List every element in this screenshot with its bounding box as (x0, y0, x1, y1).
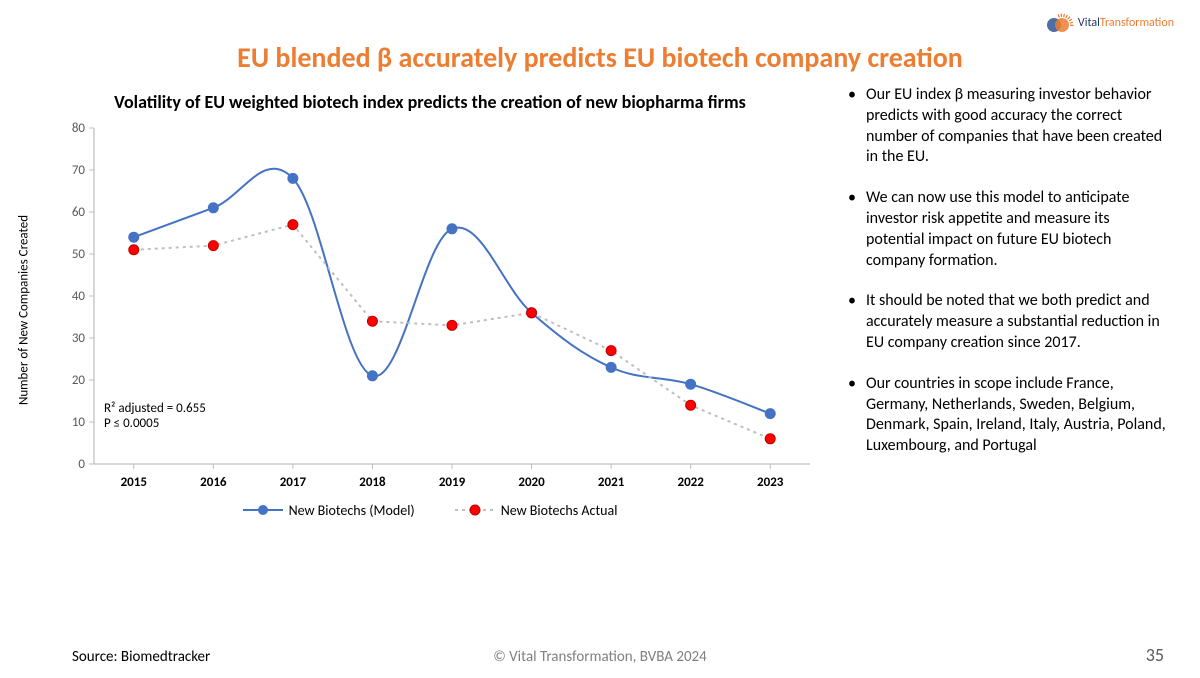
bullet-item: Our countries in scope include France, G… (846, 374, 1166, 457)
legend-label-actual: New Biotechs Actual (501, 502, 618, 519)
svg-text:10: 10 (72, 415, 86, 430)
svg-text:2016: 2016 (200, 475, 227, 490)
svg-text:20: 20 (72, 373, 86, 388)
chart-area: Number of New Companies Created 01020304… (30, 120, 830, 500)
svg-text:2023: 2023 (757, 475, 784, 490)
svg-text:2022: 2022 (677, 475, 704, 490)
svg-text:50: 50 (72, 247, 86, 262)
bullet-item: Our EU index β measuring investor behavi… (846, 85, 1166, 168)
svg-text:2018: 2018 (359, 475, 386, 490)
svg-text:2019: 2019 (439, 475, 466, 490)
logo-mark-icon (1042, 12, 1076, 34)
line-chart: 0 10 20 30 40 50 60 70 80 2015 2016 2017 2018 2019 202… (30, 120, 830, 500)
bullet-list: Our EU index β measuring investor behavi… (846, 85, 1166, 457)
svg-text:0: 0 (78, 457, 85, 472)
logo-text: VitalTransformation (1078, 16, 1174, 30)
slide-title: EU blended β accurately predicts EU biot… (30, 40, 1170, 75)
slide: VitalTransformation EU blended β accurat… (0, 0, 1200, 678)
y-axis-label: Number of New Companies Created (17, 214, 32, 404)
legend-swatch-model-icon (243, 503, 283, 517)
bullet-item: We can now use this model to anticipate … (846, 188, 1166, 271)
svg-text:2017: 2017 (280, 475, 307, 490)
page-number: 35 (1146, 644, 1164, 666)
legend-item-model: New Biotechs (Model) (243, 502, 415, 519)
legend-item-actual: New Biotechs Actual (455, 502, 618, 519)
svg-text:2021: 2021 (598, 475, 625, 490)
chart-legend: New Biotechs (Model) New Biotechs Actual (30, 502, 830, 519)
svg-text:70: 70 (72, 163, 86, 178)
source-text: Source: Biomedtracker (72, 648, 210, 666)
bullets-column: Our EU index β measuring investor behavi… (846, 85, 1170, 644)
brand-logo: VitalTransformation (1042, 12, 1174, 34)
footer: Source: Biomedtracker © Vital Transforma… (30, 644, 1170, 668)
legend-swatch-actual-icon (455, 503, 495, 517)
svg-text:30: 30 (72, 331, 86, 346)
content-row: Volatility of EU weighted biotech index … (30, 85, 1170, 644)
stat-r2: R² adjusted = 0.655 (104, 401, 206, 417)
svg-text:60: 60 (72, 205, 86, 220)
chart-column: Volatility of EU weighted biotech index … (30, 85, 830, 644)
svg-text:80: 80 (72, 121, 86, 136)
legend-label-model: New Biotechs (Model) (289, 502, 415, 519)
svg-text:40: 40 (72, 289, 86, 304)
bullet-item: It should be noted that we both predict … (846, 291, 1166, 353)
copyright-text: © Vital Transformation, BVBA 2024 (493, 648, 707, 666)
svg-text:2015: 2015 (121, 475, 147, 490)
stat-p: P ≤ 0.0005 (104, 416, 206, 432)
svg-text:2020: 2020 (518, 475, 545, 490)
stats-annotation: R² adjusted = 0.655 P ≤ 0.0005 (104, 401, 206, 432)
chart-subtitle: Volatility of EU weighted biotech index … (110, 91, 750, 114)
